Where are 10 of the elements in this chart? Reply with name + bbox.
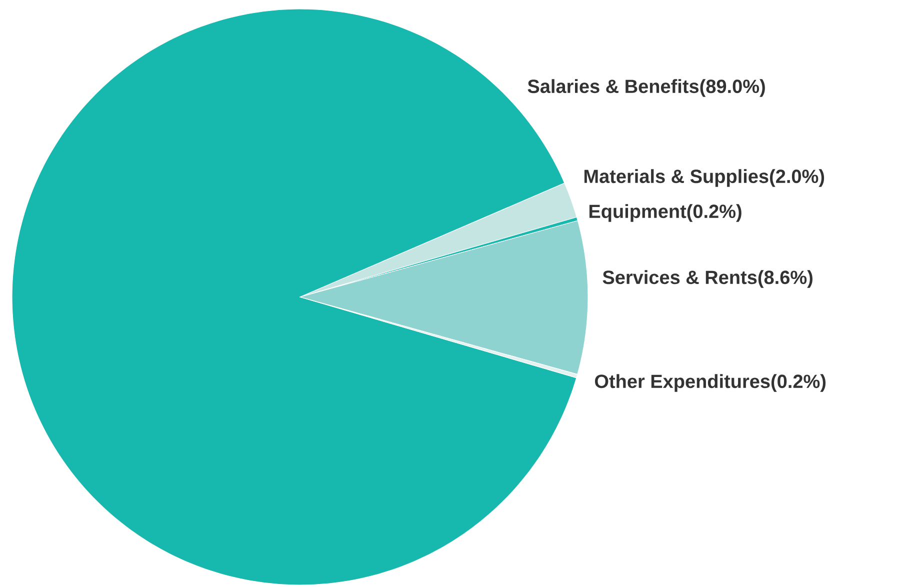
data-label: (2.0%) (770, 169, 824, 187)
slice-label: Other Expenditures (594, 374, 770, 392)
data-label: (8.6%) (758, 270, 812, 288)
data-label: (89.0%) (700, 79, 765, 97)
slice-label: Equipment (589, 204, 686, 222)
slice-label: Materials & Supplies (584, 169, 768, 187)
data-label: (0.2%) (771, 374, 826, 392)
slice-label: Services & Rents (602, 270, 757, 284)
data-label: (0.2%) (687, 204, 742, 222)
slice-label: Salaries & Benefits (528, 79, 699, 94)
